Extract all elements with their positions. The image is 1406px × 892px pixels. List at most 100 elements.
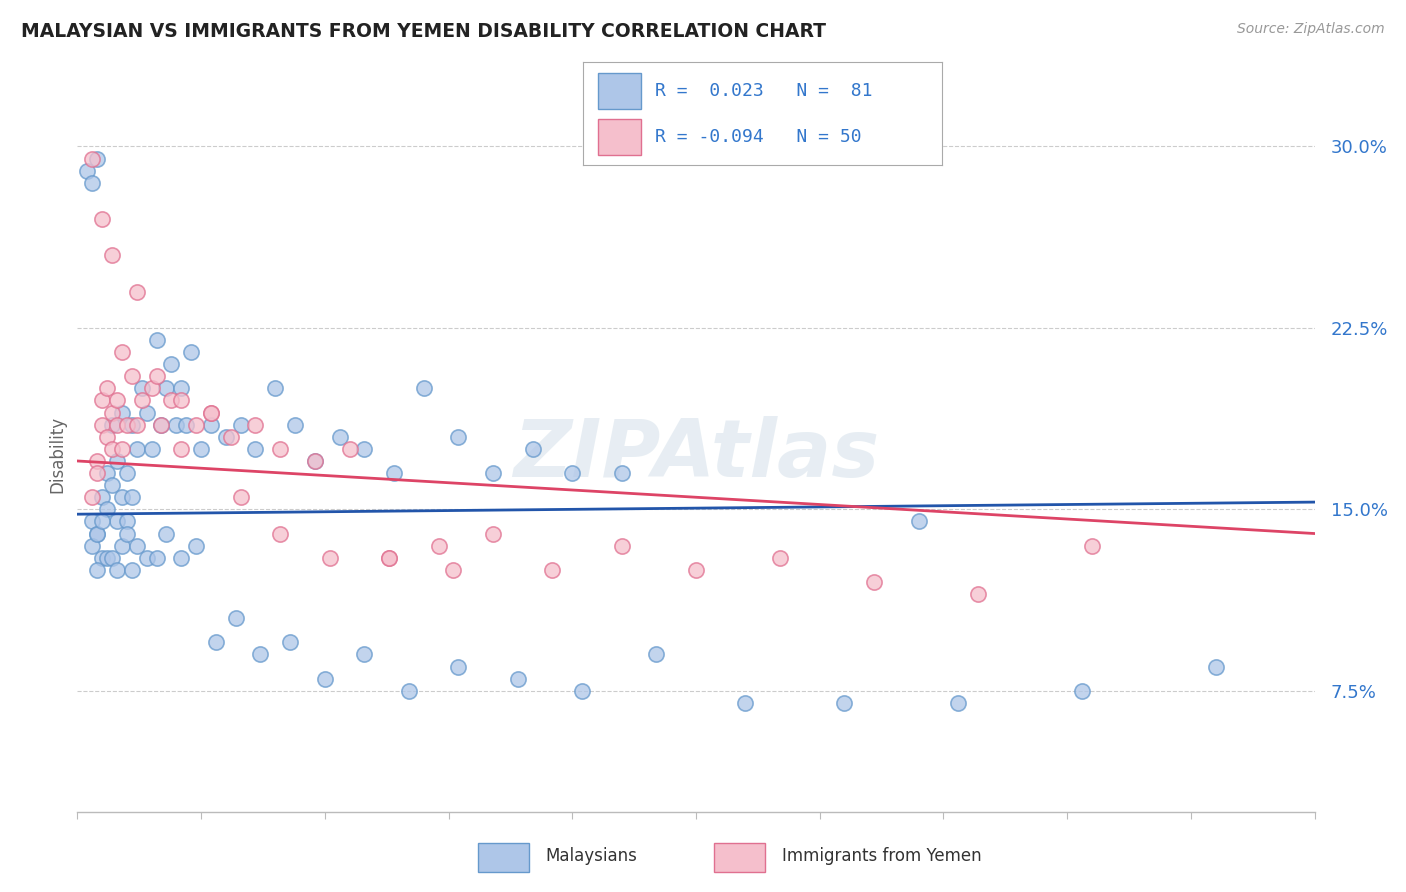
Point bbox=[82, 152, 104, 166]
Point bbox=[101, 417, 124, 432]
FancyBboxPatch shape bbox=[714, 843, 765, 872]
Point bbox=[443, 563, 465, 577]
Point bbox=[353, 648, 375, 662]
Point bbox=[1081, 539, 1104, 553]
Point bbox=[269, 526, 291, 541]
Point bbox=[125, 442, 148, 456]
Point bbox=[304, 454, 326, 468]
Point bbox=[160, 357, 183, 371]
Point bbox=[115, 515, 138, 529]
Point bbox=[96, 502, 118, 516]
Point bbox=[101, 550, 124, 565]
Point bbox=[278, 635, 301, 649]
Point bbox=[96, 550, 118, 565]
Point bbox=[135, 406, 157, 420]
Point bbox=[482, 526, 505, 541]
Point bbox=[1071, 683, 1094, 698]
Point bbox=[105, 417, 128, 432]
Point bbox=[145, 333, 167, 347]
Point bbox=[91, 417, 114, 432]
Point bbox=[834, 696, 856, 710]
Point bbox=[245, 417, 267, 432]
Point bbox=[105, 454, 128, 468]
Text: R = -0.094   N = 50: R = -0.094 N = 50 bbox=[655, 128, 862, 145]
Text: ZIPAtlas: ZIPAtlas bbox=[513, 416, 879, 494]
Point bbox=[353, 442, 375, 456]
Point bbox=[86, 152, 108, 166]
Point bbox=[685, 563, 707, 577]
Point bbox=[907, 515, 929, 529]
Point bbox=[245, 442, 267, 456]
Point bbox=[165, 417, 187, 432]
Point bbox=[91, 490, 114, 504]
Point bbox=[1205, 659, 1227, 673]
Point bbox=[170, 442, 193, 456]
Point bbox=[229, 490, 252, 504]
Point bbox=[145, 369, 167, 384]
Point bbox=[200, 406, 222, 420]
Point bbox=[522, 442, 544, 456]
Point bbox=[86, 526, 108, 541]
Point bbox=[184, 417, 207, 432]
Point bbox=[329, 430, 352, 444]
FancyBboxPatch shape bbox=[598, 73, 641, 109]
Point bbox=[111, 442, 134, 456]
Point bbox=[378, 550, 401, 565]
Point bbox=[561, 466, 583, 480]
Point bbox=[82, 515, 104, 529]
Point bbox=[769, 550, 792, 565]
Point bbox=[131, 393, 153, 408]
Text: Immigrants from Yemen: Immigrants from Yemen bbox=[782, 847, 981, 865]
Point bbox=[125, 539, 148, 553]
Point bbox=[863, 574, 886, 589]
Point bbox=[200, 417, 222, 432]
Point bbox=[101, 248, 124, 262]
Text: Malaysians: Malaysians bbox=[546, 847, 637, 865]
Point bbox=[160, 393, 183, 408]
FancyBboxPatch shape bbox=[598, 119, 641, 155]
Point bbox=[412, 381, 434, 395]
Point bbox=[229, 417, 252, 432]
Point bbox=[111, 539, 134, 553]
Point bbox=[135, 550, 157, 565]
FancyBboxPatch shape bbox=[478, 843, 529, 872]
Point bbox=[101, 442, 124, 456]
Point bbox=[121, 563, 143, 577]
Point bbox=[145, 550, 167, 565]
Point bbox=[86, 466, 108, 480]
Point bbox=[91, 550, 114, 565]
Point bbox=[101, 478, 124, 492]
Point bbox=[249, 648, 271, 662]
Point bbox=[115, 417, 138, 432]
Point bbox=[339, 442, 361, 456]
Point bbox=[184, 539, 207, 553]
Point bbox=[447, 430, 470, 444]
Point bbox=[314, 672, 336, 686]
Point bbox=[111, 406, 134, 420]
Point bbox=[150, 417, 173, 432]
Point bbox=[86, 454, 108, 468]
Point bbox=[378, 550, 401, 565]
Point bbox=[125, 285, 148, 299]
Point bbox=[96, 466, 118, 480]
Point bbox=[150, 417, 173, 432]
Point bbox=[105, 563, 128, 577]
Point bbox=[121, 417, 143, 432]
Point bbox=[734, 696, 756, 710]
Point bbox=[115, 526, 138, 541]
Point bbox=[105, 393, 128, 408]
Text: MALAYSIAN VS IMMIGRANTS FROM YEMEN DISABILITY CORRELATION CHART: MALAYSIAN VS IMMIGRANTS FROM YEMEN DISAB… bbox=[21, 22, 827, 41]
Point bbox=[264, 381, 287, 395]
Point bbox=[170, 550, 193, 565]
Point bbox=[610, 466, 633, 480]
Point bbox=[141, 442, 163, 456]
Point bbox=[125, 417, 148, 432]
Point bbox=[284, 417, 307, 432]
Point bbox=[170, 393, 193, 408]
Point bbox=[82, 539, 104, 553]
Point bbox=[96, 381, 118, 395]
Point bbox=[610, 539, 633, 553]
Point bbox=[121, 490, 143, 504]
Point bbox=[967, 587, 990, 601]
Point bbox=[219, 430, 242, 444]
